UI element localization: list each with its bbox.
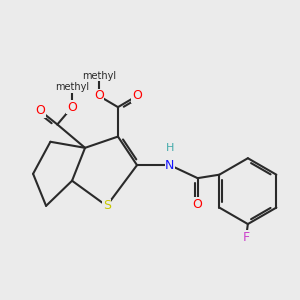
Text: methyl: methyl: [82, 71, 116, 81]
Text: methyl: methyl: [55, 82, 89, 92]
Text: H: H: [166, 143, 174, 153]
Text: O: O: [35, 104, 45, 117]
Text: N: N: [165, 159, 175, 172]
Text: O: O: [94, 89, 104, 102]
Text: S: S: [103, 200, 111, 212]
Text: O: O: [67, 100, 77, 114]
Text: O: O: [193, 198, 202, 211]
Text: O: O: [132, 89, 142, 102]
Text: F: F: [243, 230, 250, 244]
